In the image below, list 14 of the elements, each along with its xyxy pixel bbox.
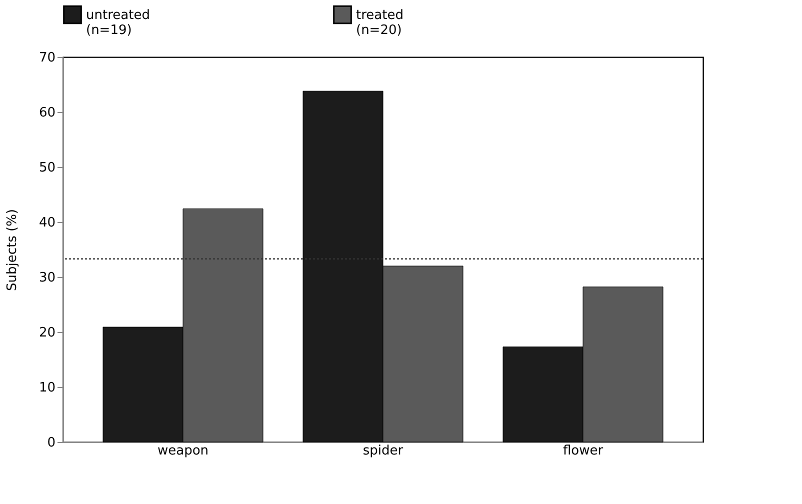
y-axis-title: Subjects (%) [4, 209, 20, 291]
x-tick-label: weapon [157, 444, 209, 458]
y-tick-label: 50 [38, 160, 56, 176]
y-tick-label: 10 [38, 380, 56, 396]
y-tick-label: 30 [38, 270, 56, 286]
x-tick-label: flower [562, 444, 604, 458]
y-tick-label: 70 [38, 50, 56, 66]
y-tick-label: 20 [38, 326, 56, 340]
legend-label: untreated (n=19) [86, 8, 150, 38]
y-tick-label: 0 [47, 436, 56, 450]
y-tick-label: 60 [38, 106, 56, 120]
x-tick-label: spider [362, 444, 404, 458]
y-tick-label: 40 [38, 216, 56, 230]
legend-label: treated (n=20) [356, 8, 404, 38]
